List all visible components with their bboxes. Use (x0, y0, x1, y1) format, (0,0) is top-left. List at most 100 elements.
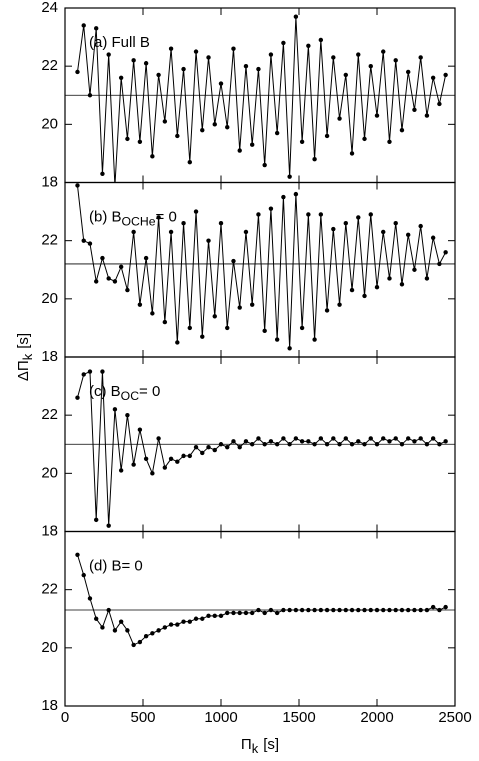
data-point (443, 72, 448, 78)
x-tick-label: 2000 (360, 709, 393, 726)
y-tick-label: 20 (41, 290, 58, 307)
data-point (75, 183, 80, 188)
label: ΔΠk [s] (15, 333, 35, 381)
data-point (237, 305, 242, 310)
data-point (293, 191, 299, 197)
data-point (193, 616, 199, 621)
label-main: Π (241, 736, 252, 753)
data-point (243, 610, 249, 616)
data-point (293, 14, 299, 19)
data-point (418, 436, 423, 441)
data-point (225, 444, 230, 450)
data-point (143, 61, 149, 66)
data-point (131, 229, 136, 235)
data-point (118, 75, 124, 81)
y-tick-label: 24 (41, 0, 58, 16)
data-point (312, 607, 317, 613)
data-point (418, 223, 423, 229)
data-point (331, 436, 336, 441)
data-point (200, 616, 205, 621)
data-point (243, 63, 249, 69)
data-point (187, 325, 192, 331)
plot-area (75, 183, 448, 351)
data-point (349, 442, 355, 447)
label-sub: OC (121, 389, 140, 403)
data-point (231, 439, 236, 444)
y-tick-label: 18 (41, 348, 58, 365)
data-point (437, 442, 442, 447)
data-point (356, 439, 361, 444)
y-tick-label: 18 (41, 697, 58, 714)
data-point (175, 340, 180, 345)
data-point (287, 346, 292, 351)
data-point (430, 235, 436, 240)
data-point (206, 55, 211, 60)
x-tick-label: 1000 (204, 709, 237, 726)
y-tick-label: 18 (41, 522, 58, 539)
data-point (299, 607, 305, 613)
label-sub: OCHe (122, 215, 156, 229)
data-point (306, 212, 311, 217)
data-line (76, 16, 447, 183)
y-tick-label: 18 (41, 173, 58, 190)
data-point (337, 442, 342, 447)
data-point (81, 572, 86, 578)
data-point (331, 226, 336, 232)
data-point (430, 75, 436, 81)
data-point (125, 136, 130, 142)
data-point (299, 139, 305, 144)
data-point (225, 325, 230, 331)
data-point (100, 171, 105, 176)
data-point (356, 607, 361, 613)
data-point (162, 625, 168, 630)
data-point (343, 221, 348, 226)
x-tick-label: 2500 (438, 709, 471, 726)
data-point (299, 325, 305, 331)
data-point (393, 607, 398, 613)
data-point (100, 255, 105, 261)
data-point (94, 279, 99, 284)
data-point (225, 125, 230, 130)
data-point (374, 607, 380, 613)
data-point (349, 287, 355, 293)
data-point (318, 436, 324, 441)
data-point (150, 631, 155, 636)
data-point (187, 619, 192, 624)
data-point (312, 337, 317, 342)
data-point (312, 157, 317, 162)
data-point (318, 37, 324, 43)
label: Πk [s] (241, 736, 279, 756)
x-tick-label: 500 (130, 709, 155, 726)
y-tick-label: 22 (41, 581, 58, 598)
data-point (324, 133, 330, 139)
data-point (212, 613, 217, 619)
data-point (131, 642, 136, 648)
data-point (218, 442, 224, 447)
data-point (337, 607, 342, 613)
data-point (268, 206, 274, 211)
data-point (156, 436, 161, 441)
data-point (143, 456, 149, 461)
data-point (437, 101, 442, 107)
data-point (231, 610, 236, 616)
data-point (156, 215, 161, 220)
data-point (399, 442, 405, 447)
data-point (281, 607, 286, 613)
data-point (281, 194, 286, 200)
data-point (87, 241, 93, 246)
data-point (387, 139, 392, 144)
data-point (212, 447, 217, 453)
data-point (256, 66, 261, 72)
data-point (218, 613, 224, 619)
data-point (393, 221, 398, 226)
data-point (206, 613, 211, 619)
data-point (143, 634, 149, 639)
data-point (193, 209, 199, 214)
data-point (187, 453, 192, 459)
data-point (406, 607, 411, 613)
data-point (181, 66, 186, 72)
y-tick-label: 22 (41, 232, 58, 249)
y-tick-label: 22 (41, 57, 58, 74)
data-point (237, 444, 242, 450)
data-point (274, 442, 280, 447)
